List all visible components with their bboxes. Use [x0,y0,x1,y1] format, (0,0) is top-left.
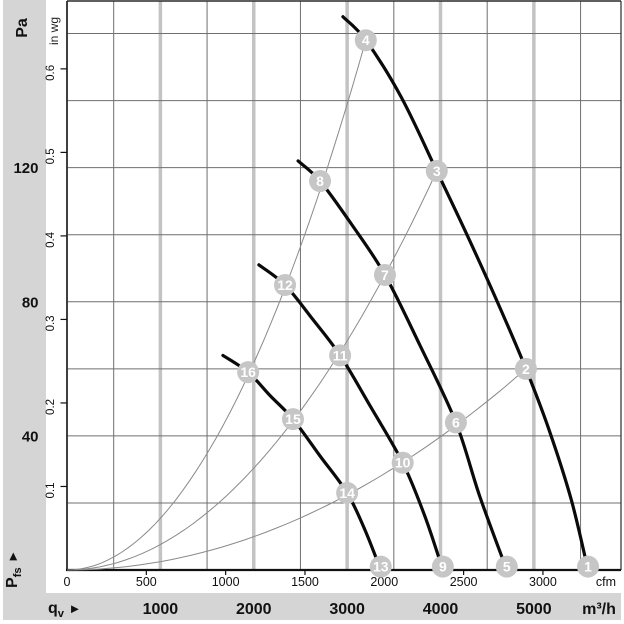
curve-marker-circle [444,411,467,434]
curve-marker-circle [274,273,297,296]
curve-marker-number: 10 [395,455,411,471]
curve-marker-number: 16 [240,364,256,380]
cfm-tick-label: 500 [136,575,157,589]
m3h-tick-label: 1000 [143,601,179,618]
pa-text: Pa [13,18,31,38]
curve-marker-circle [354,29,377,52]
system-curve [66,40,367,571]
flow-axis-arrow-icon: ► [68,601,82,616]
curve-marker-circle [309,170,332,193]
curve-marker-circle [391,451,414,474]
cfm-tick-label: 0 [64,575,71,589]
pressure-axis-symbol: Pfs ► [3,550,25,588]
system-curve [66,170,438,571]
pressure-unit-pa-label: Pa [14,18,32,38]
cfm-tick-label: 3000 [529,575,557,589]
inwg-tick-label: 0.4 [45,231,57,248]
curve-marker-circle [281,408,304,431]
curve-marker-circle [495,555,518,578]
curve-marker-circle [369,555,392,578]
pa-tick-label: 120 [13,160,38,177]
pressure-unit-inwg-label: in wg [47,17,61,45]
curve-marker-number: 13 [373,559,389,575]
inwg-tick-label: 0.6 [45,65,57,81]
cfm-tick-label: 1500 [291,575,319,589]
pfs-symbol: Pfs [3,567,25,588]
curve-marker-number: 14 [339,485,355,501]
bottom-axis-band [3,593,621,620]
curve-marker-number: 11 [333,347,348,363]
fan-curve [341,15,590,572]
curve-marker-number: 5 [503,559,511,575]
inwg-tick-label: 0.2 [45,399,57,415]
curve-marker-circle [431,555,454,578]
curve-marker-circle [514,357,537,380]
curve-marker-circle [373,263,396,286]
curve-marker-circle [577,555,600,578]
curve-marker-number: 15 [285,411,301,427]
curve-marker-circle [237,361,260,384]
pa-tick-label: 40 [22,428,39,445]
m3h-tick-label: 2000 [236,601,272,618]
curve-marker-circle [336,481,359,504]
curve-marker-number: 6 [452,414,460,430]
curve-marker-number: 8 [316,173,324,189]
cfm-tick-label: 2000 [370,575,398,589]
curve-marker-number: 7 [381,267,389,283]
inwg-tick-label: 0.5 [45,148,57,164]
pressure-axis-arrow-icon: ► [4,550,20,563]
curve-marker-number: 1 [584,559,592,575]
cfm-tick-label: 2500 [450,575,478,589]
inwg-tick-label: 0.3 [45,315,57,331]
inwg-text: in wg [47,16,62,46]
m3h-tick-label: 3000 [329,601,365,618]
inwg-tick-label: 0.1 [45,482,57,498]
pa-tick-label: 80 [22,294,39,311]
curve-marker-circle [425,159,448,182]
curve-marker-number: 12 [277,277,293,293]
qv-symbol: qv [48,600,65,621]
curve-marker-circle [329,344,352,367]
curve-marker-number: 3 [433,163,441,179]
m3h-tick-label: 4000 [423,601,459,618]
curve-marker-number: 4 [362,32,370,48]
left-axis-band [3,0,46,620]
curve-marker-number: 9 [439,559,447,575]
m3h-unit-label: m³/h [582,601,616,618]
cfm-unit-label: cfm [596,575,616,589]
m3h-tick-label: 5000 [516,601,552,618]
flow-axis-symbol: qv ► [48,600,82,621]
cfm-tick-label: 1000 [212,575,240,589]
curve-marker-number: 2 [522,361,530,377]
